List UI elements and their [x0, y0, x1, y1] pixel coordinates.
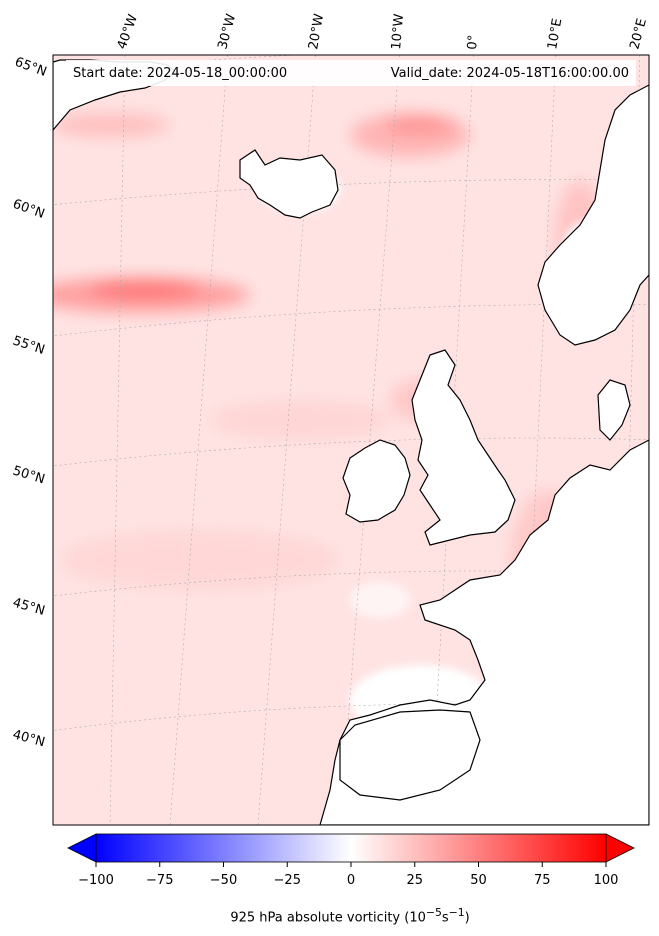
colorbar-tick-label: 0	[347, 873, 355, 888]
colorbar-label: 925 hPa absolute vorticity (10−5s−1)	[0, 906, 659, 925]
map-frame	[52, 54, 650, 826]
colorbar-label-close: )	[464, 910, 470, 926]
colorbar-high-extend	[605, 833, 635, 863]
iceland-coast	[239, 149, 339, 219]
start-date: Start date: 2024-05-18_00:00:00	[73, 66, 288, 81]
colorbar-label-unit: s	[441, 910, 449, 926]
colorbar-tick-label: 100	[594, 873, 619, 888]
lon-label: 20°E	[627, 17, 650, 51]
lon-label: 40°W	[115, 12, 141, 51]
header-background	[66, 60, 636, 86]
britain-coast	[411, 349, 516, 546]
colorbar-low-extend	[67, 833, 97, 863]
colorbar-tick-label: 75	[534, 873, 551, 888]
colorbar-tick-label: −75	[146, 873, 173, 888]
lat-label: 65°N	[13, 55, 49, 80]
denmark-coast	[597, 379, 631, 441]
colorbar-tick-label: −25	[274, 873, 301, 888]
colorbar-tick-label: −100	[78, 873, 114, 888]
ireland-coast	[342, 439, 411, 523]
lon-label: 10°W	[389, 13, 407, 50]
colorbar-label-exponent: −1	[448, 906, 465, 919]
colorbar-gradient	[95, 833, 607, 863]
colorbar-ticks: −100 −75 −50 −25 0 25 50 75 100	[78, 862, 618, 888]
colorbar-tick-label: 50	[470, 873, 487, 888]
lon-label: 20°W	[306, 13, 327, 51]
lat-label: 60°N	[11, 197, 47, 222]
lon-label: 0°	[465, 34, 481, 50]
lat-label: 50°N	[11, 463, 47, 487]
lon-label: 30°W	[215, 12, 239, 51]
colorbar: −100 −75 −50 −25 0 25 50 75 100	[67, 833, 635, 888]
lon-label: 10°E	[545, 17, 565, 50]
colorbar-tick-label: −50	[210, 873, 237, 888]
lat-label: 55°N	[11, 334, 47, 358]
iberia-coast	[339, 709, 481, 801]
colorbar-label-text: 925 hPa absolute vorticity (10	[230, 910, 426, 926]
colorbar-tick-label: 25	[406, 873, 423, 888]
valid-date: Valid_date: 2024-05-18T16:00:00.00	[390, 66, 629, 81]
colorbar-label-exponent: −5	[425, 906, 442, 919]
latitude-labels: 65°N 60°N 55°N 50°N 45°N 40°N	[11, 55, 49, 751]
vorticity-field	[53, 55, 649, 825]
scandinavia-coast	[537, 84, 649, 346]
coastlines	[53, 59, 649, 825]
longitude-labels: 40°W 30°W 20°W 10°W 0° 10°E 20°E	[115, 12, 650, 51]
lat-label: 45°N	[11, 595, 47, 618]
lat-label: 40°N	[11, 727, 47, 750]
